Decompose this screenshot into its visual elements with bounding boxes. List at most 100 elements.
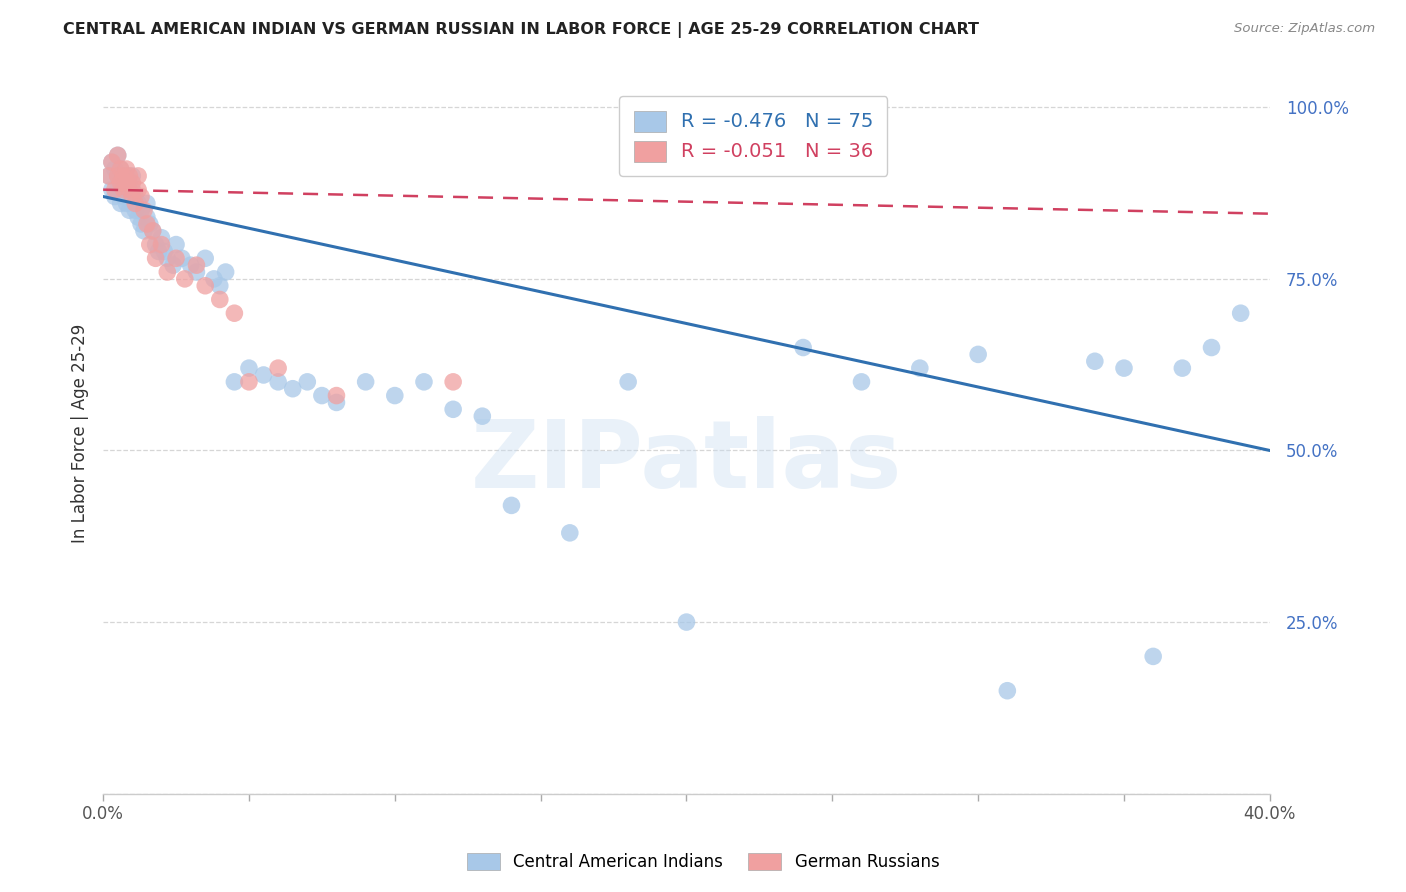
- Point: [148, 244, 170, 259]
- Point: [792, 341, 814, 355]
- Point: [121, 196, 143, 211]
- Point: [413, 375, 436, 389]
- Point: [124, 189, 146, 203]
- Point: [186, 265, 208, 279]
- Point: [110, 162, 132, 177]
- Point: [104, 189, 127, 203]
- Point: [202, 272, 225, 286]
- Point: [135, 217, 157, 231]
- Point: [135, 210, 157, 224]
- Point: [118, 203, 141, 218]
- Point: [145, 252, 167, 266]
- Point: [124, 196, 146, 211]
- Point: [112, 183, 135, 197]
- Point: [135, 196, 157, 211]
- Point: [127, 210, 149, 224]
- Point: [97, 169, 120, 183]
- Point: [1084, 354, 1107, 368]
- Point: [252, 368, 274, 382]
- Point: [139, 217, 162, 231]
- Point: [129, 189, 152, 203]
- Point: [107, 169, 129, 183]
- Point: [97, 169, 120, 183]
- Point: [441, 375, 464, 389]
- Point: [129, 217, 152, 231]
- Point: [150, 237, 173, 252]
- Point: [558, 525, 581, 540]
- Text: ZIPatlas: ZIPatlas: [471, 417, 903, 508]
- Point: [224, 306, 246, 320]
- Point: [617, 375, 640, 389]
- Point: [1201, 341, 1223, 355]
- Point: [214, 265, 236, 279]
- Point: [675, 615, 697, 629]
- Point: [115, 196, 138, 211]
- Point: [267, 375, 290, 389]
- Point: [1171, 361, 1194, 376]
- Point: [1112, 361, 1135, 376]
- Point: [208, 278, 231, 293]
- Text: CENTRAL AMERICAN INDIAN VS GERMAN RUSSIAN IN LABOR FORCE | AGE 25-29 CORRELATION: CENTRAL AMERICAN INDIAN VS GERMAN RUSSIA…: [63, 22, 979, 38]
- Point: [112, 169, 135, 183]
- Point: [115, 169, 138, 183]
- Point: [995, 683, 1018, 698]
- Point: [132, 203, 155, 218]
- Point: [121, 189, 143, 203]
- Point: [127, 169, 149, 183]
- Point: [186, 258, 208, 272]
- Point: [145, 237, 167, 252]
- Point: [208, 293, 231, 307]
- Point: [851, 375, 873, 389]
- Point: [165, 252, 187, 266]
- Point: [115, 183, 138, 197]
- Point: [967, 347, 990, 361]
- Point: [107, 148, 129, 162]
- Point: [1229, 306, 1251, 320]
- Point: [121, 169, 143, 183]
- Point: [110, 162, 132, 177]
- Point: [115, 176, 138, 190]
- Point: [107, 148, 129, 162]
- Point: [1142, 649, 1164, 664]
- Point: [107, 183, 129, 197]
- Point: [162, 258, 184, 272]
- Point: [471, 409, 494, 424]
- Point: [281, 382, 304, 396]
- Point: [118, 183, 141, 197]
- Point: [267, 361, 290, 376]
- Point: [142, 224, 165, 238]
- Point: [104, 183, 127, 197]
- Point: [156, 252, 179, 266]
- Point: [115, 162, 138, 177]
- Point: [129, 203, 152, 218]
- Point: [104, 162, 127, 177]
- Point: [132, 224, 155, 238]
- Point: [441, 402, 464, 417]
- Point: [908, 361, 931, 376]
- Point: [101, 183, 124, 197]
- Point: [150, 230, 173, 244]
- Point: [112, 169, 135, 183]
- Point: [107, 169, 129, 183]
- Point: [194, 252, 217, 266]
- Point: [142, 224, 165, 238]
- Y-axis label: In Labor Force | Age 25-29: In Labor Force | Age 25-29: [72, 324, 89, 543]
- Point: [297, 375, 319, 389]
- Point: [173, 272, 195, 286]
- Point: [110, 176, 132, 190]
- Point: [112, 183, 135, 197]
- Point: [101, 155, 124, 169]
- Point: [101, 155, 124, 169]
- Point: [121, 183, 143, 197]
- Point: [224, 375, 246, 389]
- Point: [118, 189, 141, 203]
- Point: [325, 388, 347, 402]
- Point: [156, 265, 179, 279]
- Point: [110, 176, 132, 190]
- Point: [238, 375, 260, 389]
- Text: Source: ZipAtlas.com: Source: ZipAtlas.com: [1234, 22, 1375, 36]
- Point: [110, 196, 132, 211]
- Legend: Central American Indians, German Russians: Central American Indians, German Russian…: [458, 845, 948, 880]
- Point: [139, 237, 162, 252]
- Point: [124, 203, 146, 218]
